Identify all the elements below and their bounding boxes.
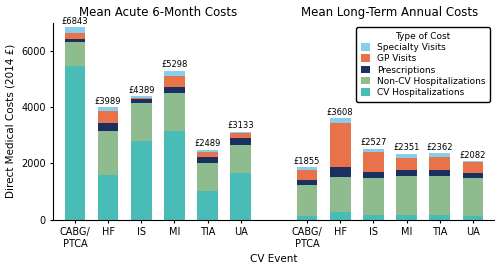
Legend: Specialty Visits, GP Visits, Prescriptions, Non-CV Hospitalizations, CV Hospital: Specialty Visits, GP Visits, Prescriptio… — [356, 27, 490, 102]
Bar — [462, 178, 483, 216]
Bar — [430, 215, 450, 220]
Bar — [198, 152, 218, 157]
Bar — [131, 99, 152, 103]
Bar — [462, 216, 483, 220]
Bar — [396, 154, 417, 158]
Bar — [131, 141, 152, 220]
Bar — [330, 212, 350, 220]
Bar — [198, 157, 218, 163]
Bar — [64, 39, 85, 42]
Text: £3608: £3608 — [327, 108, 353, 117]
Bar — [430, 176, 450, 215]
Bar — [330, 177, 350, 212]
Bar — [64, 42, 85, 66]
Bar — [230, 138, 251, 144]
X-axis label: CV Event: CV Event — [250, 254, 298, 264]
Bar — [230, 131, 251, 133]
Text: £2489: £2489 — [194, 140, 221, 148]
Text: £2527: £2527 — [360, 139, 386, 147]
Bar — [462, 173, 483, 178]
Bar — [230, 144, 251, 173]
Bar — [64, 66, 85, 220]
Bar — [198, 191, 218, 220]
Bar — [164, 70, 184, 76]
Bar — [396, 215, 417, 220]
Bar — [230, 133, 251, 138]
Text: £3133: £3133 — [228, 122, 254, 130]
Bar — [396, 158, 417, 170]
Text: Mean Long-Term Annual Costs: Mean Long-Term Annual Costs — [302, 6, 478, 19]
Bar — [131, 97, 152, 99]
Bar — [297, 185, 318, 216]
Bar — [396, 170, 417, 176]
Text: £6843: £6843 — [62, 17, 88, 26]
Text: £4389: £4389 — [128, 86, 154, 95]
Text: £2351: £2351 — [394, 143, 419, 152]
Bar — [363, 178, 384, 215]
Bar — [330, 123, 350, 167]
Bar — [98, 111, 118, 123]
Text: £2082: £2082 — [460, 151, 486, 160]
Text: £5298: £5298 — [161, 60, 188, 69]
Bar — [230, 173, 251, 220]
Bar — [363, 152, 384, 172]
Bar — [64, 27, 85, 33]
Bar — [297, 180, 318, 185]
Bar — [363, 215, 384, 220]
Bar — [98, 123, 118, 131]
Bar — [396, 176, 417, 215]
Bar — [98, 131, 118, 175]
Bar — [462, 161, 483, 162]
Bar — [297, 170, 318, 180]
Text: £3989: £3989 — [95, 97, 122, 106]
Bar — [363, 148, 384, 152]
Text: £1855: £1855 — [294, 157, 320, 166]
Bar — [297, 167, 318, 170]
Bar — [98, 175, 118, 220]
Text: Mean Acute 6-Month Costs: Mean Acute 6-Month Costs — [78, 6, 237, 19]
Bar — [430, 157, 450, 170]
Bar — [131, 96, 152, 97]
Bar — [363, 172, 384, 178]
Bar — [98, 107, 118, 111]
Bar — [430, 153, 450, 157]
Text: £2362: £2362 — [426, 143, 453, 152]
Bar — [198, 163, 218, 191]
Bar — [297, 216, 318, 220]
Bar — [164, 76, 184, 87]
Bar — [164, 93, 184, 131]
Bar — [430, 170, 450, 176]
Bar — [462, 162, 483, 173]
Bar — [330, 118, 350, 123]
Y-axis label: Direct Medical Costs (2014 £): Direct Medical Costs (2014 £) — [6, 44, 16, 198]
Bar — [164, 87, 184, 93]
Bar — [164, 131, 184, 220]
Bar — [198, 150, 218, 152]
Bar — [64, 33, 85, 39]
Bar — [330, 167, 350, 177]
Bar — [131, 103, 152, 141]
